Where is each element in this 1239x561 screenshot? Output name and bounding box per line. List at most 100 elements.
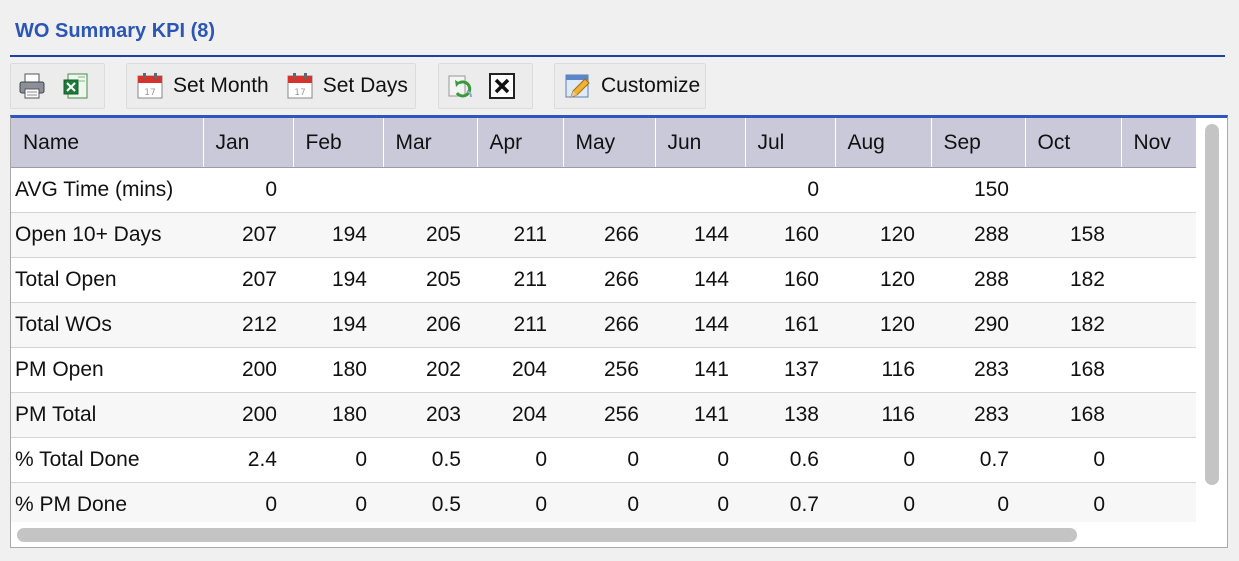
table-cell: 116 — [835, 392, 931, 438]
table-cell: 266 — [563, 302, 655, 348]
table-cell: 141 — [655, 347, 745, 393]
title-divider — [10, 55, 1225, 57]
table-cell: 0 — [293, 437, 383, 483]
row-name-cell: PM Open — [11, 347, 203, 393]
table-cell: 160 — [745, 257, 835, 303]
column-header-oct[interactable]: Oct — [1025, 118, 1122, 168]
refresh-icon[interactable] — [445, 71, 475, 101]
row-name-cell: PM Total — [11, 392, 203, 438]
table-cell: 0.6 — [745, 437, 835, 483]
table-cell: 180 — [293, 392, 383, 438]
row-name-cell: Open 10+ Days — [11, 212, 203, 258]
table-cell: 211 — [477, 212, 563, 258]
vertical-scrollbar[interactable] — [1196, 118, 1227, 522]
table-cell: 205 — [383, 212, 477, 258]
table-cell: 200 — [203, 347, 293, 393]
table-cell: 2.4 — [203, 437, 293, 483]
table-row[interactable]: Total WOs2121942062112661441611202901823… — [11, 302, 1198, 348]
table-row[interactable]: PM Total20018020320425614113811628316830 — [11, 392, 1198, 438]
table-cell: 180 — [293, 347, 383, 393]
column-header-may[interactable]: May — [563, 118, 656, 168]
column-header-feb[interactable]: Feb — [293, 118, 384, 168]
table-cell: 204 — [477, 347, 563, 393]
svg-text:17: 17 — [294, 88, 305, 98]
toolbar-action-group — [438, 63, 533, 109]
row-name-cell: Total Open — [11, 257, 203, 303]
table-cell: 290 — [931, 302, 1025, 348]
table-cell: 144 — [655, 302, 745, 348]
excel-export-icon[interactable] — [61, 71, 91, 101]
table-cell: 288 — [931, 212, 1025, 258]
calendar-icon: 17 — [285, 71, 315, 101]
table-cell: 120 — [835, 257, 931, 303]
calendar-icon: 17 — [135, 71, 165, 101]
table-row[interactable]: Open 10+ Days 207 194 205 211 266 144 160 120 288… — [11, 212, 1198, 258]
table-cell: 120 — [835, 212, 931, 258]
table-cell: 0.7 — [745, 482, 835, 522]
table-cell: 0 — [563, 437, 655, 483]
customize-label: Customize — [601, 74, 701, 97]
customize-icon — [563, 71, 593, 101]
toolbar-period-group: 17 Set Month 17 Set Days — [126, 63, 416, 109]
horizontal-scroll-thumb[interactable] — [17, 528, 1077, 542]
table-cell: 266 — [563, 257, 655, 303]
kpi-grid-viewport: Name Jan Feb Mar Apr May Jun Jul Aug Sep… — [11, 118, 1198, 522]
table-cell: 0 — [835, 482, 931, 522]
table-cell: 194 — [293, 212, 383, 258]
table-cell — [383, 167, 477, 213]
table-cell: 194 — [293, 302, 383, 348]
column-header-nov[interactable]: Nov — [1121, 118, 1198, 168]
close-icon[interactable] — [487, 71, 517, 101]
column-header-aug[interactable]: Aug — [835, 118, 932, 168]
table-cell: 168 — [1025, 392, 1121, 438]
vertical-scroll-thumb[interactable] — [1205, 124, 1219, 485]
set-days-button[interactable]: 17 Set Days — [285, 71, 408, 101]
table-row[interactable]: PM Open20018020220425614113711628316830 — [11, 347, 1198, 393]
table-cell — [1025, 167, 1121, 213]
column-header-jun[interactable]: Jun — [655, 118, 746, 168]
table-cell: 0 — [1025, 437, 1121, 483]
table-cell: 256 — [563, 347, 655, 393]
set-month-button[interactable]: 17 Set Month — [135, 71, 269, 101]
table-cell — [1121, 167, 1198, 213]
table-cell: 150 — [931, 167, 1025, 213]
table-cell — [655, 167, 745, 213]
table-cell: 0 — [931, 482, 1025, 522]
table-cell: 206 — [383, 302, 477, 348]
column-header-name[interactable]: Name — [11, 118, 204, 168]
column-header-jul[interactable]: Jul — [745, 118, 836, 168]
horizontal-scrollbar[interactable] — [11, 522, 1198, 547]
kpi-grid: Name Jan Feb Mar Apr May Jun Jul Aug Sep… — [10, 115, 1228, 548]
table-row[interactable]: AVG Time (mins) 0 0 150 — [11, 167, 1198, 213]
table-cell: 30 — [1121, 257, 1198, 303]
column-header-jan[interactable]: Jan — [203, 118, 294, 168]
table-cell: 283 — [931, 347, 1025, 393]
table-cell: 211 — [477, 302, 563, 348]
kpi-table-body: AVG Time (mins) 0 0 150 Open 10+ Days 207 194 2… — [11, 167, 1198, 522]
table-cell: 160 — [745, 212, 835, 258]
table-cell: 0 — [203, 167, 293, 213]
table-cell: 0 — [745, 167, 835, 213]
table-cell: 161 — [745, 302, 835, 348]
table-cell: 144 — [655, 257, 745, 303]
table-row[interactable]: Total Open 207 194 205 211 266 144 160 120 288 182… — [11, 257, 1198, 303]
column-header-mar[interactable]: Mar — [383, 118, 478, 168]
column-header-apr[interactable]: Apr — [477, 118, 564, 168]
table-cell: 266 — [563, 212, 655, 258]
toolbar-export-group — [10, 63, 105, 109]
customize-button[interactable]: Customize — [554, 63, 706, 109]
row-name-cell: AVG Time (mins) — [11, 167, 203, 213]
set-month-label: Set Month — [173, 74, 269, 97]
table-cell: 204 — [477, 392, 563, 438]
table-cell: 116 — [835, 347, 931, 393]
table-cell — [477, 167, 563, 213]
column-header-sep[interactable]: Sep — [931, 118, 1026, 168]
table-cell: 0 — [477, 482, 563, 522]
table-cell: 0 — [563, 482, 655, 522]
table-cell: 30 — [1121, 347, 1198, 393]
printer-icon[interactable] — [17, 71, 47, 101]
table-cell: 0 — [203, 482, 293, 522]
table-cell: 205 — [383, 257, 477, 303]
